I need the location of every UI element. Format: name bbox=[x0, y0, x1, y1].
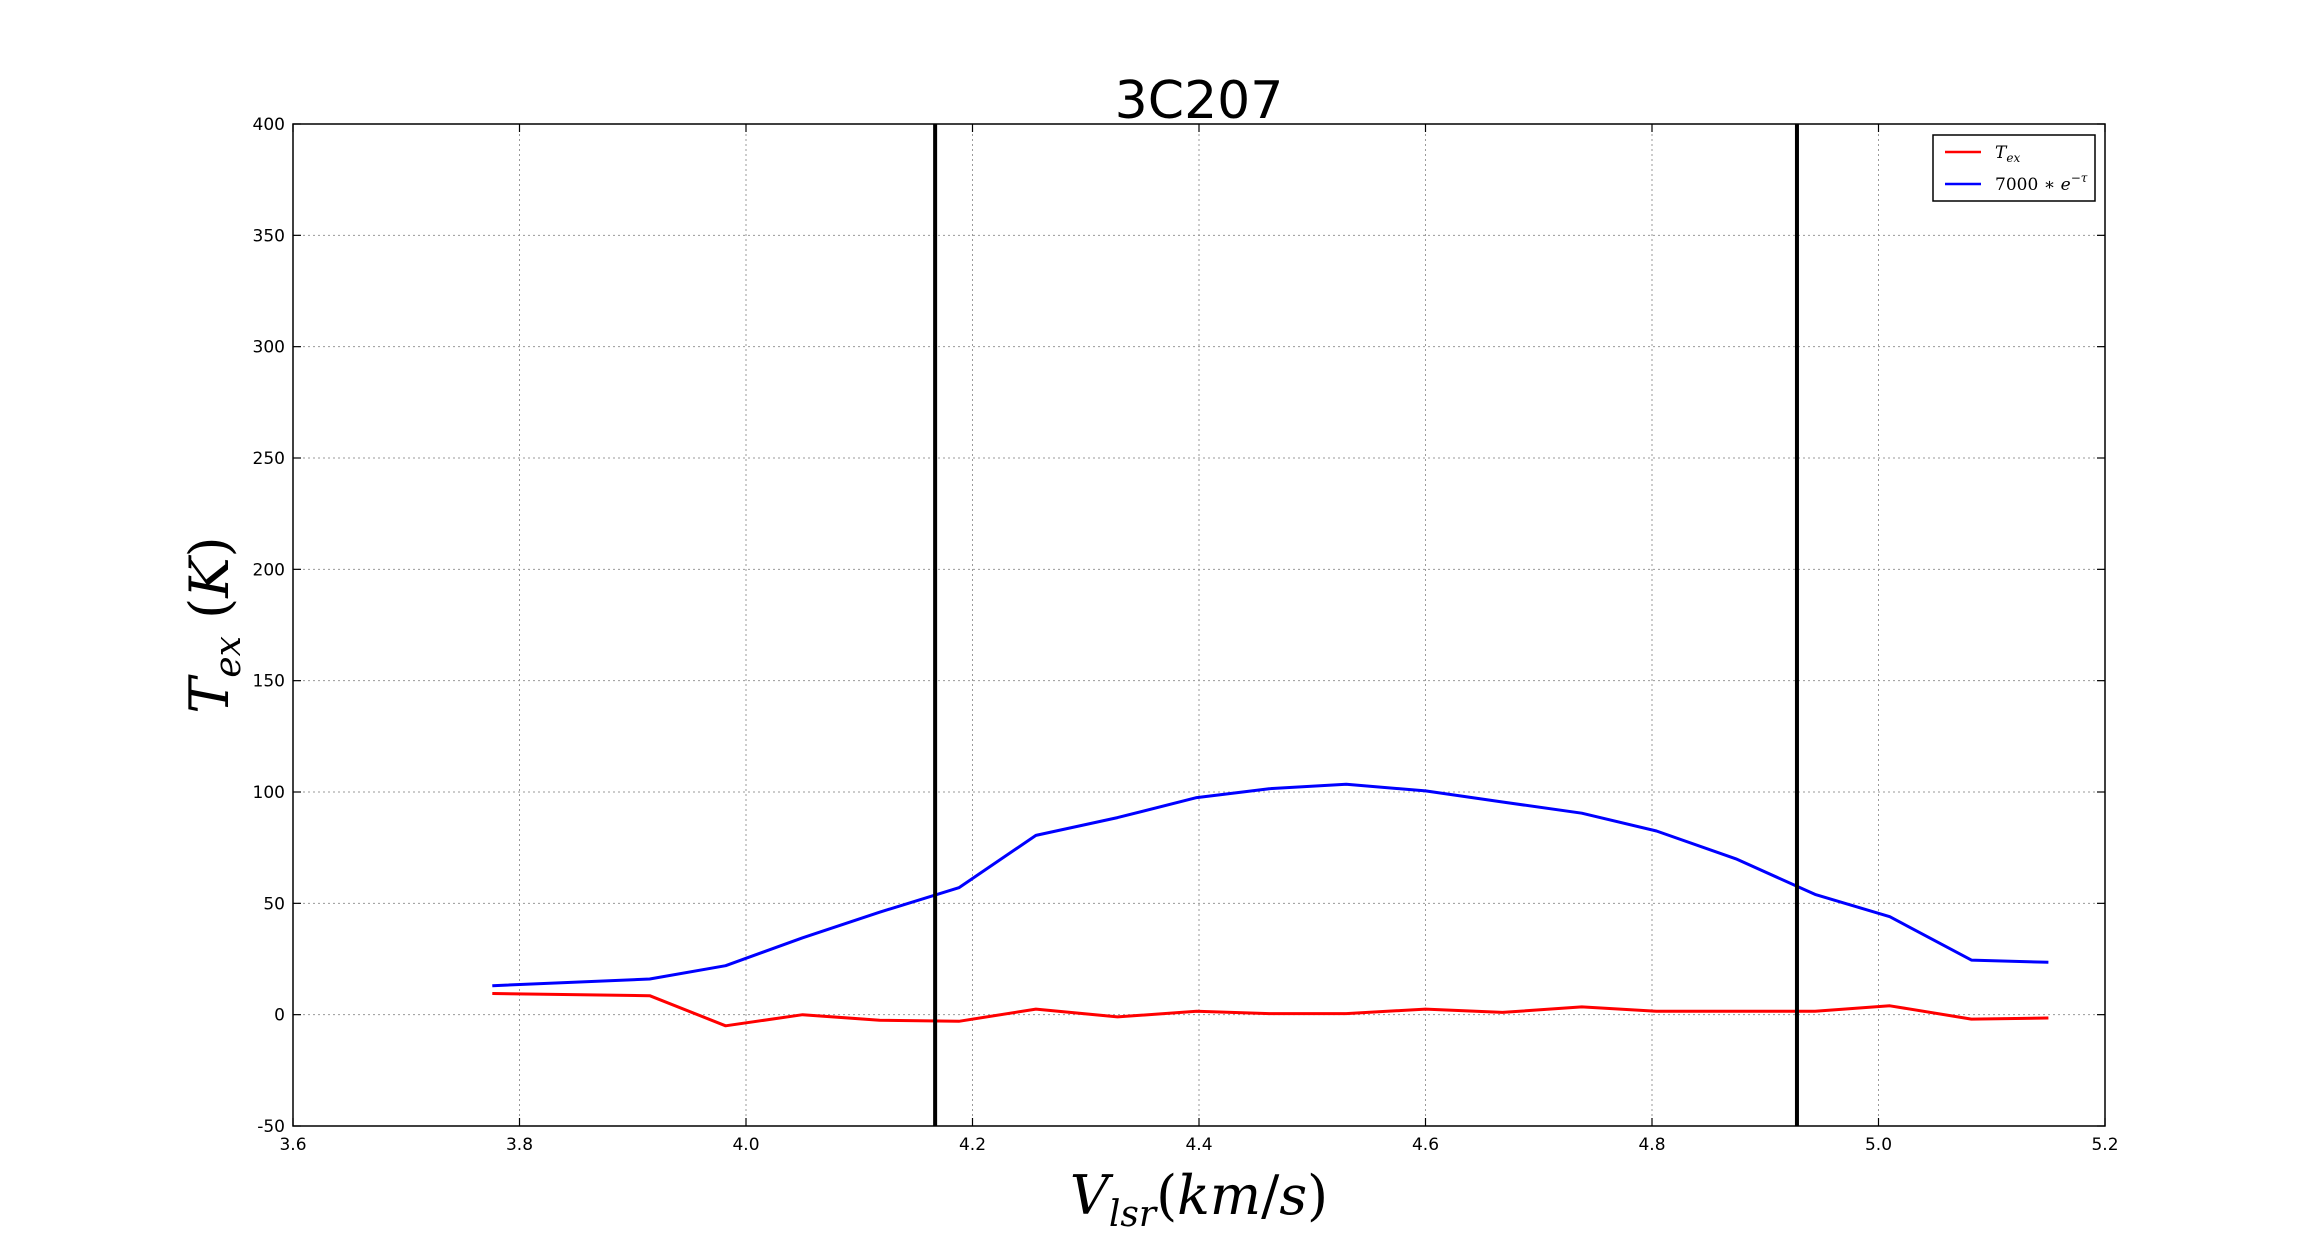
x-tick-label: 5.2 bbox=[2091, 1135, 2118, 1155]
x-tick-label: 5.0 bbox=[1865, 1135, 1892, 1155]
legend: Tex 7000 ∗ e−τ bbox=[1932, 134, 2096, 202]
series-layer bbox=[492, 782, 2049, 1028]
y-tick-label: 400 bbox=[253, 115, 285, 135]
legend-label-tex: Tex bbox=[1995, 143, 2020, 165]
y-axis-label: Tex (K) bbox=[178, 536, 249, 713]
legend-box bbox=[1932, 134, 2096, 202]
y-tick-label: 250 bbox=[253, 449, 285, 469]
x-tick-label: 3.8 bbox=[506, 1135, 533, 1155]
x-label-main: V bbox=[1070, 1164, 1114, 1227]
x-label-sub: lsr bbox=[1109, 1194, 1158, 1235]
x-tick-label: 4.4 bbox=[1185, 1135, 1212, 1155]
y-tick-label: 150 bbox=[253, 672, 285, 692]
y-tick-label: -50 bbox=[257, 1117, 285, 1137]
series-line-0 bbox=[492, 992, 2049, 1028]
x-tick-label: 4.8 bbox=[1638, 1135, 1665, 1155]
vline-layer bbox=[933, 124, 1799, 1126]
y-tick-label: 100 bbox=[253, 783, 285, 803]
legend-label-exp: 7000 ∗ e−τ bbox=[1995, 171, 2088, 195]
y-tick-label: 50 bbox=[263, 894, 285, 914]
x-tick-label: 4.0 bbox=[732, 1135, 759, 1155]
x-tick-label: 3.6 bbox=[279, 1135, 306, 1155]
x-axis-label: Vlsr(km/s) bbox=[1070, 1164, 1328, 1235]
x-tick-label: 4.2 bbox=[959, 1135, 986, 1155]
x-label-unit: ( bbox=[1156, 1164, 1177, 1227]
y-tick-label: 300 bbox=[253, 338, 285, 358]
series-line-1 bbox=[492, 782, 2049, 988]
y-tick-label: 350 bbox=[253, 226, 285, 246]
y-tick-label: 200 bbox=[253, 560, 285, 580]
x-tick-label: 4.6 bbox=[1412, 1135, 1439, 1155]
chart-title: 3C207 bbox=[1115, 71, 1284, 131]
grid bbox=[293, 124, 2105, 1126]
y-tick-label: 0 bbox=[274, 1006, 285, 1026]
ticks: 3.6 3.8 4.0 4.2 4.4 4.6 4.8 5.0 5.2 -50 0 50 100 150 2… bbox=[253, 115, 2119, 1155]
